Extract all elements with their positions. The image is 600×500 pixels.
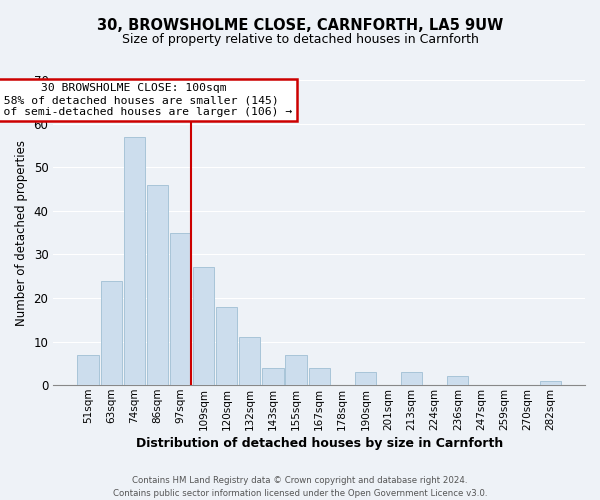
Text: 30 BROWSHOLME CLOSE: 100sqm
← 58% of detached houses are smaller (145)
42% of se: 30 BROWSHOLME CLOSE: 100sqm ← 58% of det… [0,84,292,116]
Bar [447,376,469,385]
Bar [539,381,561,385]
Bar [286,354,307,385]
Bar [147,184,168,385]
Text: 30, BROWSHOLME CLOSE, CARNFORTH, LA5 9UW: 30, BROWSHOLME CLOSE, CARNFORTH, LA5 9UW [97,18,503,32]
Bar [262,368,284,385]
Bar [239,337,260,385]
Bar [124,136,145,385]
Bar [216,306,238,385]
Bar [101,280,122,385]
Bar [355,372,376,385]
X-axis label: Distribution of detached houses by size in Carnforth: Distribution of detached houses by size … [136,437,503,450]
Text: Contains HM Land Registry data © Crown copyright and database right 2024.
Contai: Contains HM Land Registry data © Crown c… [113,476,487,498]
Bar [170,232,191,385]
Bar [401,372,422,385]
Y-axis label: Number of detached properties: Number of detached properties [15,140,28,326]
Bar [193,268,214,385]
Bar [77,354,99,385]
Text: Size of property relative to detached houses in Carnforth: Size of property relative to detached ho… [122,32,478,46]
Bar [308,368,330,385]
